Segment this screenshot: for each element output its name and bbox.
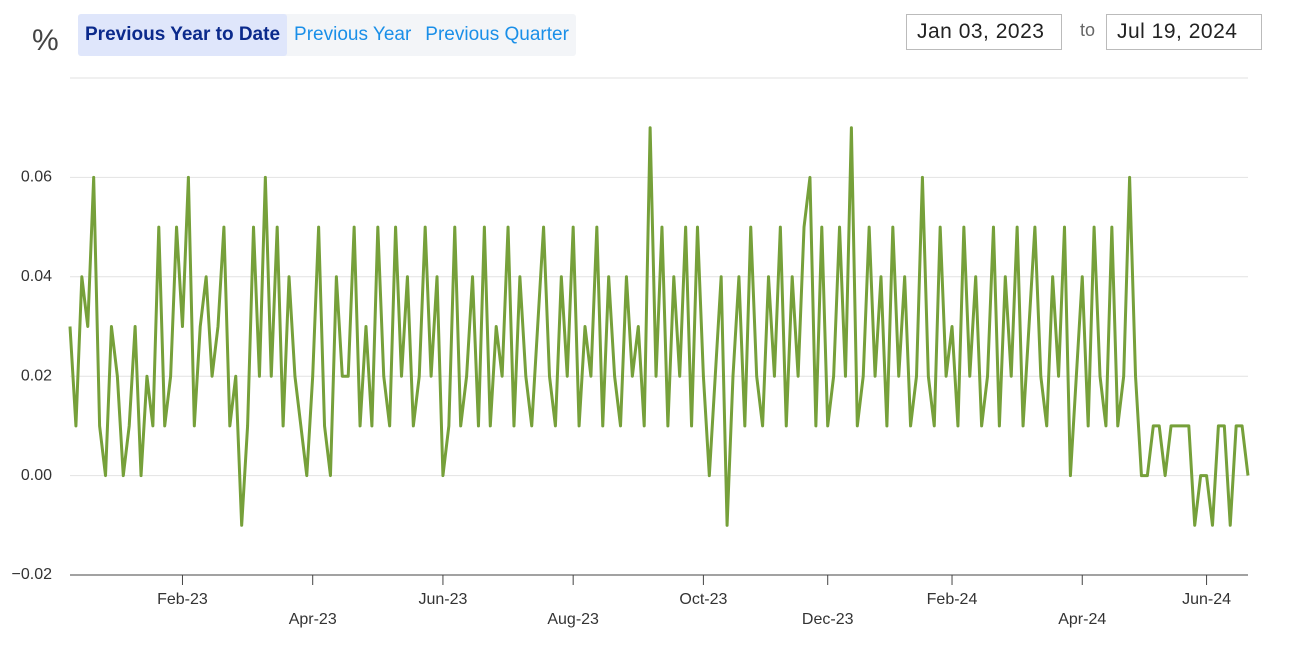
to-date[interactable]: Jul 19, 2024 [1106, 14, 1262, 50]
range-buttons: Previous Year to Date Previous Year Previo… [78, 14, 576, 56]
y-tick-label: 0.00 [21, 467, 52, 484]
x-tick-label: Jun-24 [1182, 591, 1231, 608]
range-button[interactable]: Previous Quarter [425, 24, 569, 45]
x-tick-label: Jun-23 [418, 591, 467, 608]
range-button[interactable]: Previous Year to Date [78, 14, 288, 56]
x-tick-label: Apr-24 [1058, 611, 1106, 628]
x-tick-label: Apr-23 [289, 611, 337, 628]
y-tick-label: 0.06 [21, 169, 52, 186]
unit-label: % [32, 24, 59, 57]
x-tick-label: Oct-23 [679, 591, 727, 608]
from-date[interactable]: Jan 03, 2023 [906, 14, 1062, 50]
range-button[interactable]: Previous Year [294, 24, 412, 45]
to-label: to [1080, 20, 1096, 40]
x-tick-label: Aug-23 [547, 611, 599, 628]
y-tick-label: 0.04 [21, 268, 52, 285]
y-tick-label: −0.02 [12, 566, 53, 583]
x-tick-label: Dec-23 [802, 611, 854, 628]
x-tick-label: Feb-23 [157, 591, 208, 608]
x-tick-label: Feb-24 [927, 591, 978, 608]
series-line [68, 126, 1250, 527]
y-tick-label: 0.02 [21, 367, 52, 384]
